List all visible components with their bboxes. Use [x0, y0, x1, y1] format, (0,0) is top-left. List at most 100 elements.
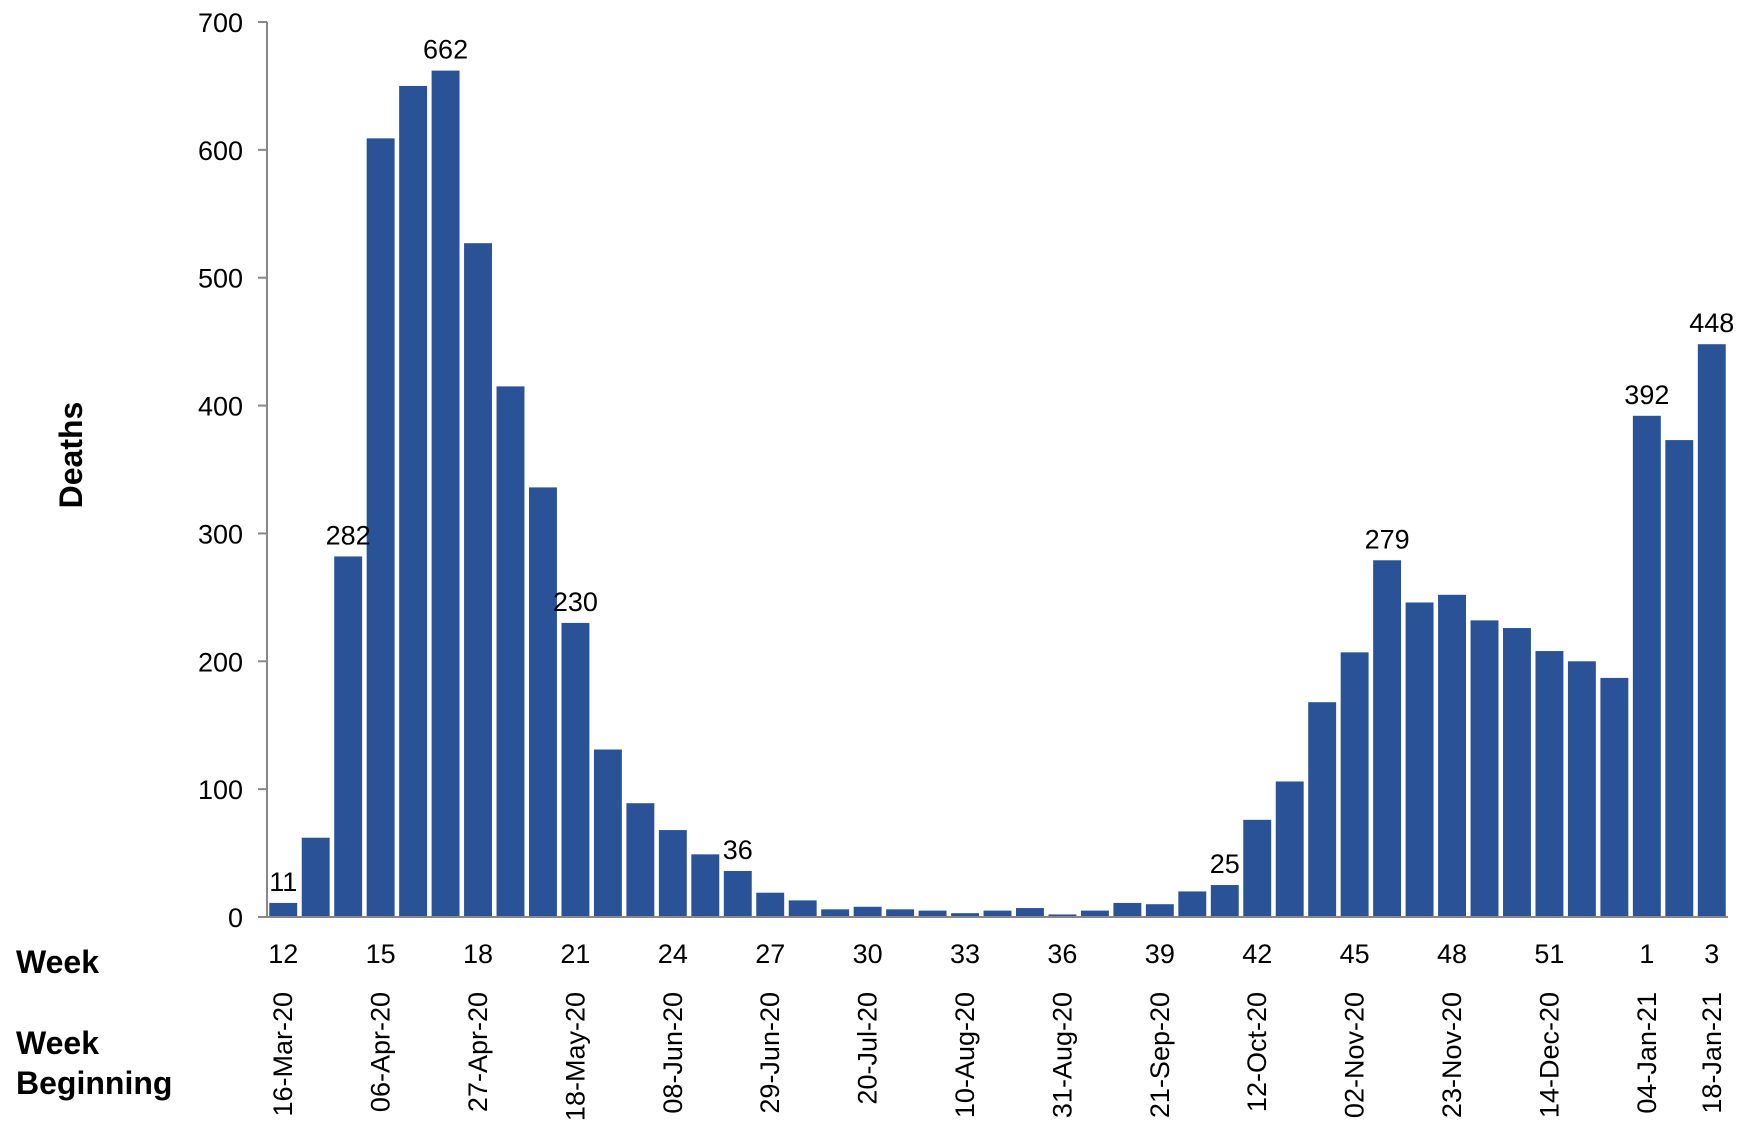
- bar-week-45: [1340, 652, 1369, 917]
- bar-week-43: [1275, 781, 1304, 917]
- bar-week-20: [529, 487, 557, 917]
- data-label-week-14: 282: [326, 520, 371, 550]
- week-beginning-tick-label: 18-May-20: [560, 992, 590, 1121]
- y-tick-label: 600: [198, 136, 243, 166]
- week-tick-label: 12: [268, 939, 298, 969]
- bar-week-32: [918, 910, 947, 917]
- bar-week-39: [1145, 904, 1174, 917]
- week-tick-label: 24: [658, 939, 688, 969]
- week-tick-label: 30: [853, 939, 883, 969]
- bar-week-52: [1567, 661, 1596, 917]
- week-beginning-tick-label: 10-Aug-20: [950, 992, 980, 1118]
- bar-week-53: [1600, 677, 1629, 917]
- week-tick-label: 48: [1437, 939, 1467, 969]
- week-row-label: Week: [16, 944, 100, 980]
- data-label-week-17: 662: [423, 35, 468, 65]
- y-tick-label: 0: [228, 903, 243, 933]
- week-tick-labels: 12 15 18 21 24 27 30 33 36 39 42 45 48 51 1 3: [268, 939, 1719, 969]
- week-beginning-tick-label: 16-Mar-20: [268, 992, 298, 1117]
- week-tick-label: 36: [1047, 939, 1077, 969]
- bar-week-50: [1503, 628, 1531, 917]
- bar-week-42: [1243, 819, 1272, 917]
- bar-week-14: [334, 556, 363, 917]
- bar-week-3: [1697, 344, 1726, 917]
- week-tick-label: 27: [755, 939, 785, 969]
- week-beginning-tick-label: 08-Jun-20: [658, 992, 688, 1114]
- bars-layer: [269, 70, 1726, 918]
- bar-week-25: [691, 854, 720, 917]
- week-beginning-tick-label: 31-Aug-20: [1047, 992, 1077, 1118]
- data-label-week-12: 11: [269, 867, 297, 897]
- week-beginning-tick-label: 04-Jan-21: [1632, 992, 1662, 1114]
- bar-week-49: [1470, 620, 1499, 917]
- bar-week-19: [496, 386, 525, 917]
- bar-week-24: [658, 830, 687, 917]
- bar-week-18: [464, 243, 492, 917]
- bar-week-51: [1535, 651, 1564, 917]
- data-labels-layer: 11 282 662 230 36 25 279 392 448: [269, 35, 1734, 897]
- week-beginning-tick-label: 14-Dec-20: [1534, 992, 1564, 1118]
- y-tick-labels: 0 100 200 300 400 500 600 700: [198, 8, 267, 933]
- week-tick-label: 1: [1639, 939, 1654, 969]
- week-beginning-tick-label: 27-Apr-20: [463, 992, 493, 1112]
- bar-week-47: [1405, 602, 1434, 917]
- week-beginning-row-label: Week Beginning: [16, 1025, 173, 1101]
- bar-week-27: [756, 892, 785, 917]
- week-beginning-tick-label: 18-Jan-21: [1697, 992, 1727, 1114]
- week-tick-label: 3: [1704, 939, 1719, 969]
- week-tick-label: 33: [950, 939, 980, 969]
- week-tick-label: 42: [1242, 939, 1272, 969]
- data-label-week-41: 25: [1210, 849, 1240, 879]
- y-tick-label: 200: [198, 647, 243, 677]
- week-beginning-tick-label: 23-Nov-20: [1437, 992, 1467, 1118]
- bar-week-16: [399, 85, 428, 918]
- bar-week-37: [1080, 910, 1109, 917]
- bar-week-28: [788, 900, 817, 917]
- bar-week-22: [593, 749, 622, 917]
- week-beginning-tick-label: 20-Jul-20: [853, 992, 883, 1105]
- bar-week-41: [1210, 885, 1239, 917]
- bar-week-33: [951, 913, 979, 917]
- data-label-week-46: 279: [1365, 524, 1410, 554]
- y-tick-label: 100: [198, 775, 243, 805]
- bar-week-38: [1113, 902, 1142, 917]
- week-tick-label: 15: [366, 939, 396, 969]
- week-tick-label: 21: [560, 939, 590, 969]
- bar-week-46: [1373, 560, 1402, 917]
- data-label-week-3: 448: [1689, 308, 1734, 338]
- week-beginning-tick-label: 02-Nov-20: [1340, 992, 1370, 1118]
- bar-week-36: [1048, 914, 1077, 917]
- data-label-week-26: 36: [723, 835, 753, 865]
- week-beginning-tick-label: 21-Sep-20: [1145, 992, 1175, 1118]
- bar-week-13: [301, 837, 330, 917]
- week-beginning-tick-label: 06-Apr-20: [366, 992, 396, 1112]
- week-beginning-tick-label: 29-Jun-20: [755, 992, 785, 1114]
- bar-week-15: [366, 138, 395, 918]
- bar-week-40: [1178, 891, 1207, 917]
- y-tick-label: 400: [198, 392, 243, 422]
- bar-week-26: [723, 870, 752, 917]
- week-tick-label: 45: [1340, 939, 1370, 969]
- bar-week-48: [1438, 594, 1466, 917]
- week-tick-label: 51: [1534, 939, 1564, 969]
- bar-week-2: [1665, 440, 1694, 917]
- y-tick-label: 300: [198, 519, 243, 549]
- y-tick-label: 500: [198, 264, 243, 294]
- week-tick-label: 39: [1145, 939, 1175, 969]
- bar-week-30: [853, 906, 882, 917]
- bar-week-29: [821, 909, 850, 917]
- y-axis-label: Deaths: [53, 402, 89, 509]
- bar-week-31: [886, 909, 915, 917]
- bar-week-35: [1016, 908, 1044, 917]
- axes-layer: [266, 22, 1728, 918]
- bar-week-1: [1632, 415, 1661, 917]
- week-tick-label: 18: [463, 939, 493, 969]
- bar-week-12: [269, 902, 298, 917]
- bar-week-44: [1308, 702, 1337, 917]
- bar-week-34: [983, 910, 1012, 917]
- bar-week-21: [561, 622, 590, 917]
- data-label-week-1: 392: [1624, 380, 1669, 410]
- bar-week-23: [626, 803, 655, 917]
- bar-week-17: [431, 70, 460, 918]
